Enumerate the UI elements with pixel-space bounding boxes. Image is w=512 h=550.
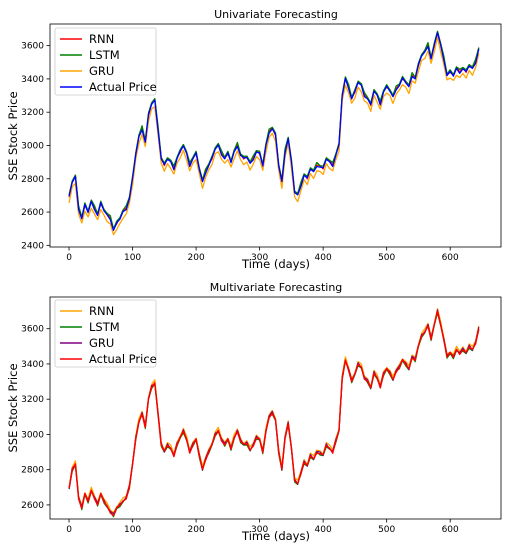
legend-box (54, 299, 157, 368)
axis-ticks: 0 100 200 300 400 500 600 2400 2600 2800 3000 3200 3… (21, 42, 459, 263)
x-tick-label: 600 (442, 525, 459, 535)
y-tick-label: 3400 (21, 360, 44, 370)
x-tick-label: 100 (124, 253, 141, 263)
series-lines (68, 30, 480, 236)
x-tick-label: 600 (442, 253, 459, 263)
legend-label: RNN (89, 32, 114, 46)
y-tick-label: 3400 (21, 75, 44, 85)
x-tick-label: 200 (188, 525, 205, 535)
x-tick-label: 100 (124, 525, 141, 535)
series-line-actual-price (68, 32, 480, 232)
y-tick-label: 3600 (21, 42, 44, 52)
y-tick-label: 2800 (21, 466, 44, 476)
legend-label: GRU (89, 64, 114, 78)
x-tick-label: 0 (66, 253, 72, 263)
y-tick-label: 2400 (21, 241, 44, 251)
x-tick-label: 200 (188, 253, 205, 263)
legend-label: RNN (89, 304, 114, 318)
legend-label: GRU (89, 336, 114, 350)
y-axis-label: SSE Stock Price (6, 363, 20, 452)
legend: RNN LSTM GRU Actual Price (54, 299, 157, 368)
x-tick-label: 300 (251, 253, 268, 263)
x-tick-label: 400 (315, 525, 332, 535)
y-tick-label: 3200 (21, 395, 44, 405)
multivariate-chart: Multivariate Forecasting 0 100 200 300 400 50… (6, 281, 502, 543)
legend-label: LSTM (89, 48, 120, 62)
chart-title: Univariate Forecasting (214, 8, 338, 21)
series-line-gru (68, 36, 480, 236)
x-tick-label: 500 (378, 253, 395, 263)
x-axis-label: Time (days) (241, 257, 310, 271)
plot-frame (49, 23, 502, 248)
x-axis-label: Time (days) (241, 529, 310, 543)
y-tick-label: 3600 (21, 325, 44, 335)
y-axis-label: SSE Stock Price (6, 91, 20, 180)
y-tick-label: 2600 (21, 501, 44, 511)
legend-label: LSTM (89, 320, 120, 334)
chart-title: Multivariate Forecasting (210, 281, 343, 294)
x-tick-label: 400 (315, 253, 332, 263)
univariate-chart: Univariate Forecasting 0 100 200 300 400 500 6… (6, 8, 502, 271)
y-tick-label: 2600 (21, 208, 44, 218)
y-tick-label: 3200 (21, 108, 44, 118)
x-tick-label: 500 (378, 525, 395, 535)
axis-ticks: 0 100 200 300 400 500 600 2600 2800 3000 3200 3400 3… (21, 325, 459, 535)
x-tick-label: 300 (251, 525, 268, 535)
y-tick-label: 3000 (21, 141, 44, 151)
x-tick-label: 0 (66, 525, 72, 535)
y-tick-label: 2800 (21, 175, 44, 185)
legend-label: Actual Price (89, 80, 157, 94)
y-tick-label: 3000 (21, 430, 44, 440)
plot-frame (49, 296, 502, 520)
series-line-actual-price (68, 310, 480, 517)
legend: RNN LSTM GRU Actual Price (54, 27, 157, 96)
legend-label: Actual Price (89, 352, 157, 366)
legend-box (54, 27, 157, 96)
series-lines (68, 307, 480, 518)
